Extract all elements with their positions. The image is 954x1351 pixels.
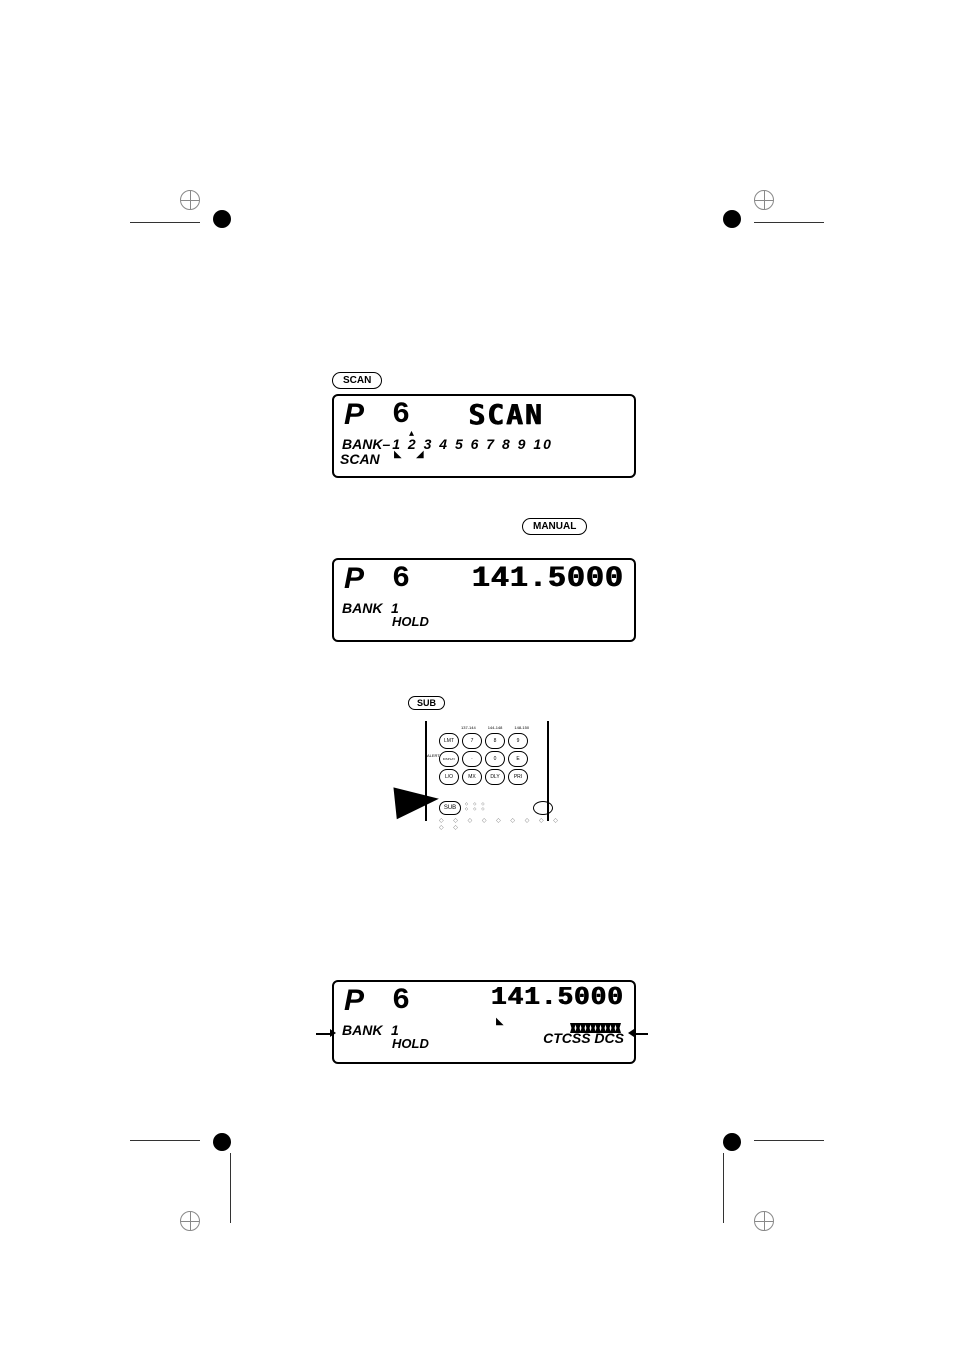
panel-led-dots: ◇ ◇ ◇◇ ◇ ◇ [465, 801, 486, 811]
top-label-3: 148-150 [514, 725, 529, 730]
key-dly[interactable]: DLY [485, 769, 505, 785]
rule-top-left [130, 222, 200, 223]
dash: – [382, 436, 390, 452]
side-arrow-right-icon [628, 1029, 634, 1037]
rule-bot-right [754, 1140, 824, 1141]
side-dash-right [634, 1033, 648, 1035]
panel-alert-label: ALERT [427, 753, 440, 758]
lcd1-bank-row: BANK–1 2 3 4 5 6 7 8 9 10 [342, 436, 553, 452]
lcd1-p: P [344, 398, 364, 432]
lcd2-bank-row: BANK [342, 600, 382, 616]
lcd2-p: P [344, 562, 364, 596]
lcd3-bank-label: BANK [342, 1022, 382, 1038]
key-pri[interactable]: PRI [508, 769, 528, 785]
panel-top-labels: 137-144 144-148 148-150 [461, 725, 529, 730]
lcd3-freq: 141.5000 [491, 982, 624, 1012]
lcd1-bank-label: BANK [342, 436, 382, 452]
lcd2-hold: HOLD [392, 614, 429, 629]
reg-dot-tl [213, 210, 231, 228]
panel-bottom-dots: ◇ ◇ ◇ ◇ ◇ ◇ ◇ ◇ ◇ ◇ ◇ [439, 817, 565, 831]
key-mx[interactable]: MX [462, 769, 482, 785]
scan-button-label: SCAN [332, 372, 382, 389]
rule-bot-left [130, 1140, 200, 1141]
reg-dot-tr [723, 210, 741, 228]
lcd-freq: P 6 141.5000 BANK 1 HOLD [332, 558, 636, 642]
key-dot[interactable]: · [462, 751, 482, 767]
key-lmt[interactable]: LMT [439, 733, 459, 749]
panel-sub-key[interactable]: SUB [439, 801, 461, 815]
key-0[interactable]: 0 [485, 751, 505, 767]
key-8[interactable]: 8 [485, 733, 505, 749]
lcd3-channel: 6 [392, 984, 410, 1018]
key-9[interactable]: 9 [508, 733, 528, 749]
lcd2-channel: 6 [392, 562, 410, 596]
lcd3-hold: HOLD [392, 1036, 429, 1051]
lcd1-up-arrow-icon: ▴ [409, 428, 414, 439]
rule-bot-left-v [230, 1153, 231, 1223]
lcd1-channel: 6 [392, 398, 410, 432]
side-arrow-left-icon [330, 1029, 336, 1037]
rule-bot-right-v [723, 1153, 724, 1223]
lcd1-scan-row: SCAN [340, 451, 380, 467]
key-7[interactable]: 7 [462, 733, 482, 749]
callout-arrow-icon [393, 783, 440, 819]
side-dash-left [316, 1033, 330, 1035]
key-display[interactable]: DISPLAY [439, 751, 459, 767]
manual-button-label: MANUAL [522, 518, 587, 535]
reg-dot-br [723, 1133, 741, 1151]
lcd1-dn-arrow-icon-2: ◢ [416, 449, 424, 460]
key-lo[interactable]: L/O [439, 769, 459, 785]
lcd3-left-arrow-icon: ◣ [496, 1016, 504, 1027]
lcd1-main: SCAN [469, 398, 544, 431]
sub-button-label: SUB [408, 696, 445, 710]
top-label-1: 137-144 [461, 725, 476, 730]
reg-dot-bl [213, 1133, 231, 1151]
lcd-ctcss: P 6 141.5000 BANK 1 HOLD CTCSS DCS [332, 980, 636, 1064]
radio-panel: 137-144 144-148 148-150 ALERT LMT 7 8 9 … [395, 713, 565, 833]
panel-big-key[interactable] [533, 801, 553, 815]
key-e[interactable]: E [508, 751, 528, 767]
lcd3-bargraph-bot [570, 1020, 620, 1060]
lcd1-dn-arrow-icon: ◣ [394, 449, 402, 460]
rule-top-right [754, 222, 824, 223]
lcd3-bank-row: BANK [342, 1022, 382, 1038]
lcd2-bank-label: BANK [342, 600, 382, 616]
lcd3-p: P [344, 984, 364, 1018]
lcd2-freq: 141.5000 [472, 562, 624, 596]
lcd-scan: P 6 SCAN BANK–1 2 3 4 5 6 7 8 9 10 SCAN … [332, 394, 636, 478]
top-label-2: 144-148 [488, 725, 503, 730]
panel-keygrid: LMT 7 8 9 DISPLAY · 0 E L/O MX DLY PRI [439, 733, 528, 803]
